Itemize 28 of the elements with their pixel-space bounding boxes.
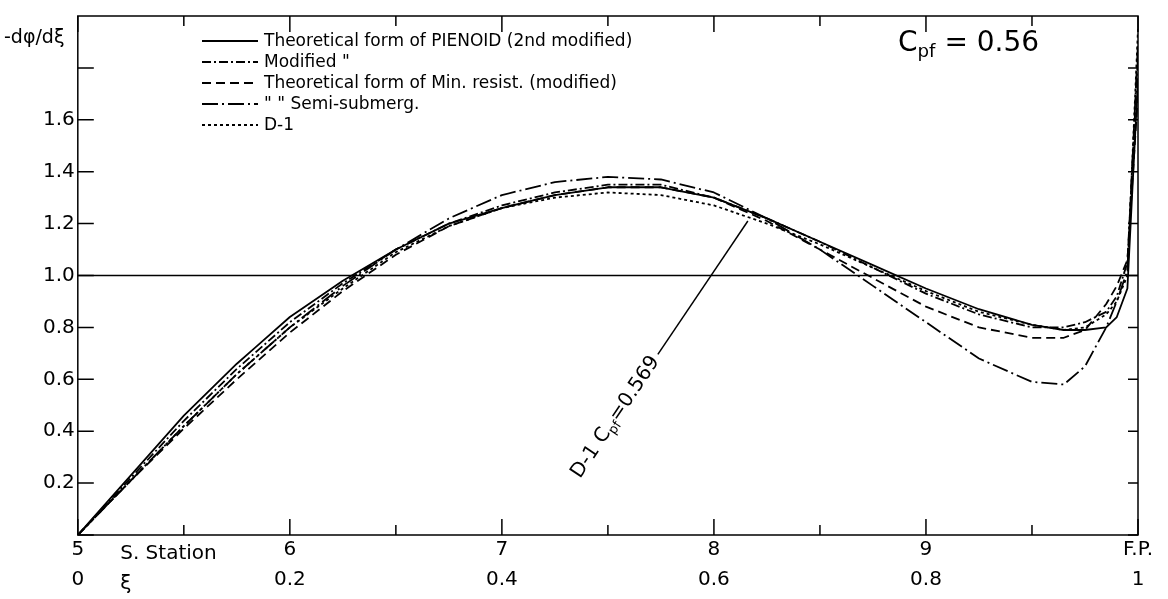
legend-label: " " Semi-submerg.: [264, 93, 420, 114]
y-tick-label: 1.6: [42, 106, 75, 130]
x-tick-label: 0.4: [485, 566, 518, 591]
x-tick-label: 1: [1131, 566, 1145, 591]
x-tick-label: 0.2: [273, 566, 306, 591]
y-tick-label: 0.2: [42, 469, 75, 494]
x2-tick-label: 8: [707, 536, 721, 561]
legend-label: D-1: [264, 114, 295, 135]
y-tick-label: 1.0: [42, 261, 75, 286]
y-tick-label: 0.6: [42, 365, 75, 390]
y-tick-label: 1.4: [42, 157, 75, 182]
x2-axis-title: S. Station: [120, 540, 217, 565]
x-axis-title: ξ: [120, 570, 132, 595]
legend-label: Theoretical form of Min. resist. (modified): [264, 72, 617, 93]
y-tick-label: 0.8: [42, 313, 75, 338]
y-axis-title: -dφ/dξ: [4, 24, 65, 47]
x-tick-label: 0: [71, 566, 85, 591]
y-tick-label: 0.4: [42, 417, 75, 442]
x-tick-label: 0.6: [698, 566, 730, 591]
x2-tick-label: F.P.: [1123, 536, 1153, 561]
y-tick-label: 1.2: [42, 209, 75, 234]
x-tick-label: 0.8: [910, 566, 942, 591]
x2-tick-label: 9: [919, 536, 933, 561]
legend-label: Theoretical form of PIENOID (2nd modified): [264, 30, 633, 51]
legend-label: Modified ": [264, 51, 350, 72]
x2-tick-label: 6: [283, 536, 297, 561]
x2-tick-label: 5: [71, 536, 85, 561]
x2-tick-label: 7: [495, 536, 509, 561]
